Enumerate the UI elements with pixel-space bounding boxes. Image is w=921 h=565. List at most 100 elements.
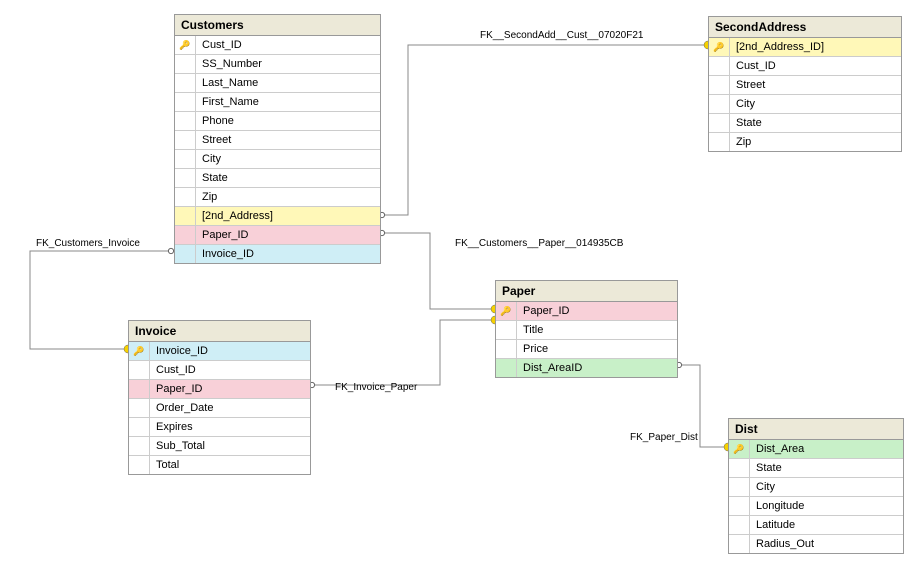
- column-row[interactable]: Street: [709, 76, 901, 95]
- column-row[interactable]: Sub_Total: [129, 437, 310, 456]
- key-cell-empty: [729, 497, 750, 515]
- key-cell-empty: [129, 456, 150, 474]
- key-cell-empty: [175, 131, 196, 149]
- column-name: State: [730, 117, 901, 129]
- key-cell-empty: [729, 535, 750, 553]
- column-name: Cust_ID: [196, 39, 380, 51]
- key-cell-empty: [175, 55, 196, 73]
- column-name: [2nd_Address_ID]: [730, 41, 901, 53]
- key-cell-empty: [496, 321, 517, 339]
- column-row[interactable]: Paper_ID: [175, 226, 380, 245]
- table-dist[interactable]: Dist🔑Dist_Area State City Longitude Latitude…: [728, 418, 904, 554]
- column-name: Total: [150, 459, 310, 471]
- column-row[interactable]: Cust_ID: [709, 57, 901, 76]
- table-header-secondaddress[interactable]: SecondAddress: [709, 17, 901, 38]
- key-cell-empty: [496, 340, 517, 358]
- table-header-paper[interactable]: Paper: [496, 281, 677, 302]
- key-cell-empty: [709, 114, 730, 132]
- column-name: Zip: [730, 136, 901, 148]
- table-customers[interactable]: Customers🔑Cust_ID SS_Number Last_NameFirst…: [174, 14, 381, 264]
- column-row[interactable]: Longitude: [729, 497, 903, 516]
- key-cell-empty: [129, 399, 150, 417]
- column-name: [2nd_Address]: [196, 210, 380, 222]
- column-row[interactable]: 🔑Cust_ID: [175, 36, 380, 55]
- pk-key-icon: 🔑: [129, 342, 150, 360]
- key-cell-empty: [129, 380, 150, 398]
- key-cell-empty: [129, 437, 150, 455]
- column-name: State: [196, 172, 380, 184]
- table-secondaddress[interactable]: SecondAddress🔑[2nd_Address_ID] Cust_ID Str…: [708, 16, 902, 152]
- column-name: Cust_ID: [730, 60, 901, 72]
- column-row[interactable]: 🔑[2nd_Address_ID]: [709, 38, 901, 57]
- column-row[interactable]: Street: [175, 131, 380, 150]
- column-row[interactable]: Price: [496, 340, 677, 359]
- key-cell-empty: [175, 169, 196, 187]
- column-row[interactable]: 🔑Invoice_ID: [129, 342, 310, 361]
- key-cell-empty: [709, 133, 730, 151]
- column-row[interactable]: SS_Number: [175, 55, 380, 74]
- column-row[interactable]: Cust_ID: [129, 361, 310, 380]
- column-row[interactable]: 🔑Paper_ID: [496, 302, 677, 321]
- key-cell-empty: [175, 74, 196, 92]
- key-cell-empty: [129, 361, 150, 379]
- table-header-customers[interactable]: Customers: [175, 15, 380, 36]
- column-name: City: [750, 481, 903, 493]
- column-name: Order_Date: [150, 402, 310, 414]
- column-row[interactable]: Zip: [175, 188, 380, 207]
- column-row[interactable]: Dist_AreaID: [496, 359, 677, 377]
- key-cell-empty: [175, 245, 196, 263]
- column-row[interactable]: First_Name: [175, 93, 380, 112]
- relationship-label: FK_Paper_Dist: [630, 432, 698, 443]
- column-row[interactable]: Paper_ID: [129, 380, 310, 399]
- column-name: Street: [196, 134, 380, 146]
- key-cell-empty: [729, 516, 750, 534]
- column-name: Invoice_ID: [196, 248, 380, 260]
- table-header-invoice[interactable]: Invoice: [129, 321, 310, 342]
- pk-key-icon: 🔑: [709, 38, 730, 56]
- column-name: Invoice_ID: [150, 345, 310, 357]
- column-name: SS_Number: [196, 58, 380, 70]
- table-paper[interactable]: Paper🔑Paper_IDTitlePriceDist_AreaID: [495, 280, 678, 378]
- column-row[interactable]: [2nd_Address]: [175, 207, 380, 226]
- column-name: Cust_ID: [150, 364, 310, 376]
- column-row[interactable]: State: [175, 169, 380, 188]
- column-row[interactable]: City: [709, 95, 901, 114]
- key-cell-empty: [175, 112, 196, 130]
- key-cell-empty: [175, 226, 196, 244]
- key-cell-empty: [175, 188, 196, 206]
- column-row[interactable]: Phone: [175, 112, 380, 131]
- column-row[interactable]: State: [709, 114, 901, 133]
- column-row[interactable]: Total: [129, 456, 310, 474]
- column-name: Longitude: [750, 500, 903, 512]
- key-cell-empty: [175, 207, 196, 225]
- column-row[interactable]: State: [729, 459, 903, 478]
- key-cell-empty: [175, 93, 196, 111]
- column-name: City: [730, 98, 901, 110]
- column-row[interactable]: Latitude: [729, 516, 903, 535]
- column-name: Paper_ID: [150, 383, 310, 395]
- table-invoice[interactable]: Invoice🔑Invoice_ID Cust_ID Paper_ID Order_D…: [128, 320, 311, 475]
- relationship-label: FK__SecondAdd__Cust__07020F21: [480, 30, 643, 41]
- column-row[interactable]: Title: [496, 321, 677, 340]
- pk-key-icon: 🔑: [496, 302, 517, 320]
- key-cell-empty: [729, 459, 750, 477]
- column-name: City: [196, 153, 380, 165]
- column-name: State: [750, 462, 903, 474]
- column-row[interactable]: Zip: [709, 133, 901, 151]
- column-row[interactable]: Expires: [129, 418, 310, 437]
- column-name: Expires: [150, 421, 310, 433]
- column-name: Zip: [196, 191, 380, 203]
- column-row[interactable]: 🔑Dist_Area: [729, 440, 903, 459]
- column-row[interactable]: Invoice_ID: [175, 245, 380, 263]
- column-name: Phone: [196, 115, 380, 127]
- table-header-dist[interactable]: Dist: [729, 419, 903, 440]
- column-row[interactable]: City: [175, 150, 380, 169]
- column-row[interactable]: City: [729, 478, 903, 497]
- column-row[interactable]: Last_Name: [175, 74, 380, 93]
- column-name: Street: [730, 79, 901, 91]
- column-row[interactable]: Order_Date: [129, 399, 310, 418]
- key-cell-empty: [129, 418, 150, 436]
- column-row[interactable]: Radius_Out: [729, 535, 903, 553]
- relationship-line: [309, 320, 495, 385]
- key-cell-empty: [709, 57, 730, 75]
